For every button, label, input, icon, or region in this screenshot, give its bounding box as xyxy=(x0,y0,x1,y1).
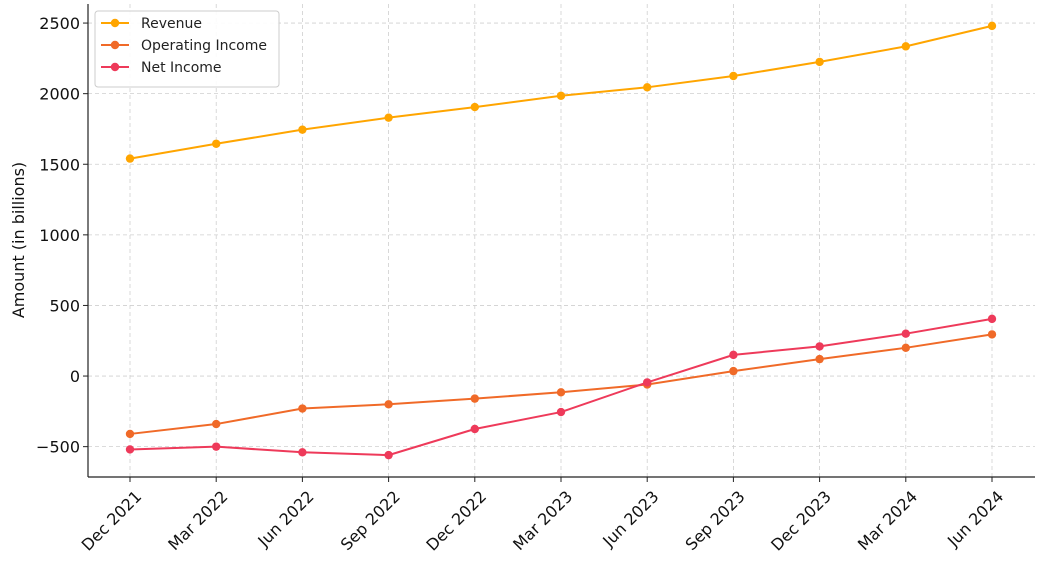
operating-income-point xyxy=(125,429,135,439)
y-tick-label: 1500 xyxy=(39,155,80,174)
revenue-point xyxy=(643,83,652,92)
y-tick-label: 2000 xyxy=(39,85,80,104)
y-tick-label: 0 xyxy=(70,367,80,386)
net-income-point xyxy=(987,314,997,324)
x-tick-label: Jun 2024 xyxy=(943,487,1007,551)
y-tick-label: 500 xyxy=(49,296,80,315)
operating-income-point xyxy=(384,400,393,409)
revenue-point xyxy=(470,102,479,112)
revenue-point xyxy=(987,21,997,31)
y-tick-label: 2500 xyxy=(39,14,80,33)
net-income-point xyxy=(212,442,221,451)
legend-box xyxy=(94,10,280,88)
revenue-point xyxy=(384,113,393,122)
net-income-point xyxy=(643,378,652,387)
legend-net-income-label: Net Income xyxy=(141,60,222,76)
net-income-point xyxy=(556,407,566,417)
net-income-point xyxy=(901,329,910,338)
legend-operating-income-label: Operating Income xyxy=(141,38,267,54)
net-income-point xyxy=(470,424,479,434)
operating-income-point xyxy=(901,343,910,353)
x-tick-label: Mar 2024 xyxy=(854,487,921,554)
x-tick-label: Dec 2021 xyxy=(78,487,146,555)
x-tick-label: Mar 2023 xyxy=(509,487,576,554)
x-tick-label: Jun 2022 xyxy=(253,487,317,551)
net-income-point xyxy=(815,342,824,351)
legend-revenue-marker xyxy=(110,18,120,28)
revenue-point xyxy=(298,125,307,134)
operating-income-point xyxy=(556,388,566,397)
legend-operating-income-marker xyxy=(110,40,120,50)
x-tick-label: Dec 2022 xyxy=(422,487,490,555)
legend-net-income-marker xyxy=(110,62,120,72)
operating-income-point xyxy=(815,354,824,364)
y-ticks: −500 0 500 1000 1500 2000 2500 xyxy=(36,14,88,457)
revenue-point xyxy=(556,91,566,100)
y-axis-title: Amount (in billions) xyxy=(9,162,28,318)
legend: Revenue Operating Income Net Income xyxy=(94,10,280,88)
operating-income-point xyxy=(212,419,221,429)
revenue-point xyxy=(729,71,738,81)
y-tick-label: −500 xyxy=(36,438,80,457)
series-layer xyxy=(125,21,997,460)
y-tick-label: 1000 xyxy=(39,226,80,245)
x-ticks: Dec 2021 Mar 2022 Jun 2022 Sep 2022 Dec 2022… xyxy=(78,477,1007,555)
net-income-point xyxy=(298,448,307,457)
operating-income-point xyxy=(470,394,479,403)
x-tick-label: Sep 2023 xyxy=(682,487,749,554)
net-income-point xyxy=(125,445,135,454)
legend-revenue-label: Revenue xyxy=(141,16,202,32)
x-tick-label: Mar 2022 xyxy=(164,487,231,554)
net-income-point xyxy=(729,350,738,360)
revenue-point xyxy=(212,139,221,148)
x-tick-label: Dec 2023 xyxy=(767,487,835,555)
revenue-point xyxy=(125,154,135,163)
revenue-point xyxy=(901,42,910,51)
operating-income-point xyxy=(298,404,307,413)
operating-income-point xyxy=(987,330,997,339)
revenue-point xyxy=(815,57,824,67)
operating-income-point xyxy=(729,366,738,376)
x-tick-label: Sep 2022 xyxy=(337,487,404,554)
x-tick-label: Jun 2023 xyxy=(598,487,662,551)
net-income-point xyxy=(384,450,393,460)
